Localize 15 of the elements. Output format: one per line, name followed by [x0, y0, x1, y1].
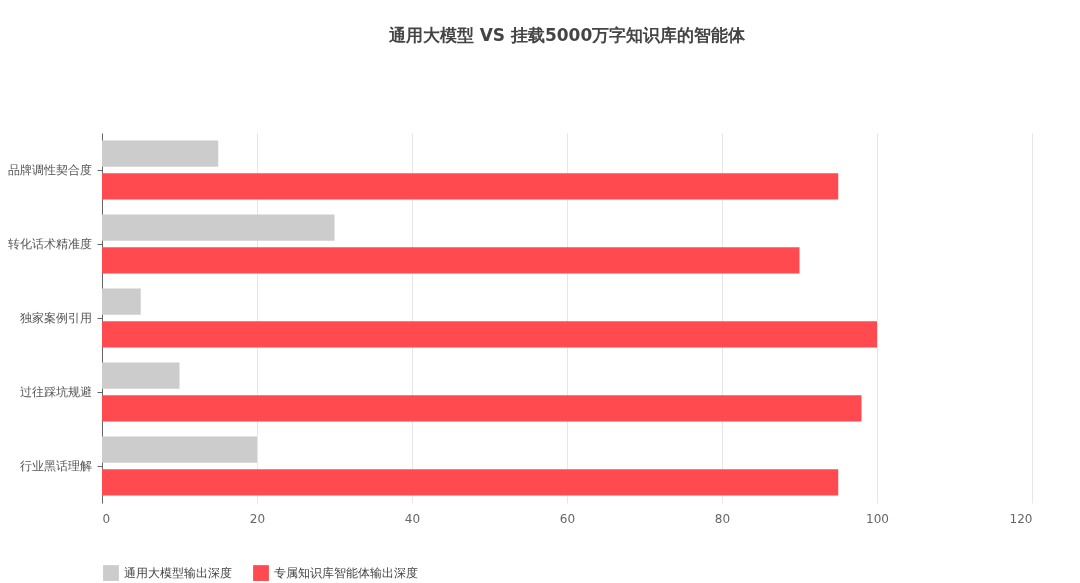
chart-title: 通用大模型 VS 挂载5000万字知识库的智能体 — [387, 25, 747, 45]
legend-label: 通用大模型输出深度 — [124, 566, 232, 581]
x-tick-label: 80 — [714, 511, 731, 526]
x-tick-label: 40 — [404, 511, 421, 526]
y-tick-label: 行业黑话理解 — [19, 459, 92, 473]
y-tick-label: 转化话术精准度 — [7, 237, 92, 251]
x-tick-label: 20 — [249, 511, 266, 526]
x-tick-label: 100 — [866, 511, 889, 526]
y-tick-label: 品牌调性契合度 — [7, 163, 92, 177]
y-tick-label: 独家案例引用 — [19, 311, 92, 325]
x-tick-label: 60 — [559, 511, 576, 526]
x-tick-label: 120 — [1009, 511, 1033, 526]
legend-label: 专属知识库智能体输出深度 — [274, 566, 418, 581]
y-tick-label: 过往踩坑规避 — [19, 385, 92, 399]
x-tick-label: 0 — [102, 511, 111, 526]
